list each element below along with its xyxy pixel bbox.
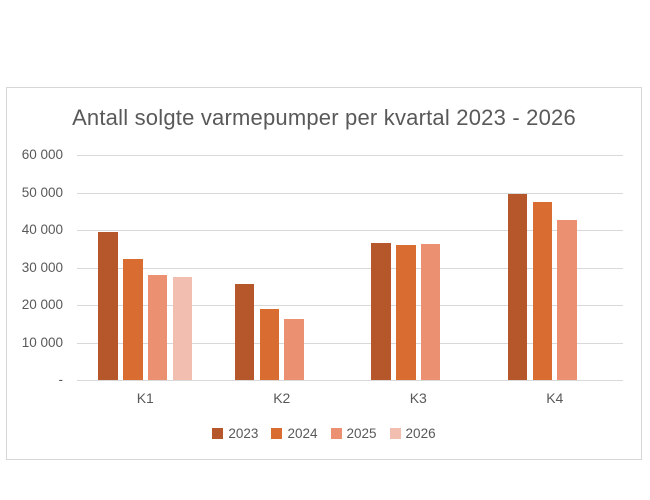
legend-swatch: [389, 428, 401, 439]
y-axis-tick-label: 40 000: [21, 222, 63, 237]
chart-legend: 2023 2024 2025 2026: [7, 426, 641, 441]
legend-label: 2026: [405, 426, 436, 441]
bar-2024-K3[interactable]: [396, 244, 416, 380]
legend-item-2024[interactable]: 2024: [271, 426, 318, 441]
legend-label: 2025: [346, 426, 377, 441]
gridline: [77, 230, 623, 231]
bar-2024-K4[interactable]: [532, 202, 553, 380]
x-axis-label-K2: K2: [273, 390, 291, 406]
bar-2026-K1[interactable]: [172, 277, 193, 380]
bar-2023-K1[interactable]: [98, 231, 118, 380]
bar-2023-K3[interactable]: [371, 242, 391, 380]
x-axis-label-K3: K3: [409, 390, 427, 406]
y-axis-tick-label: 50 000: [21, 184, 63, 200]
bar-2024-K1[interactable]: [123, 258, 143, 380]
bar-2023-K2[interactable]: [234, 283, 255, 380]
bar-2024-K2[interactable]: [259, 308, 280, 380]
legend-label: 2024: [287, 426, 318, 441]
bar-2025-K4[interactable]: [557, 219, 577, 380]
legend-swatch: [271, 428, 283, 439]
y-axis-tick-label: 10 000: [21, 334, 63, 350]
chart-title[interactable]: Antall solgte varmepumper per kvartal 20…: [72, 105, 576, 130]
y-axis-tick-label: 60 000: [21, 147, 63, 162]
legend-item-2025[interactable]: 2025: [330, 426, 377, 441]
gridline: [77, 155, 623, 156]
gridline: [77, 380, 623, 381]
gridline: [77, 192, 623, 194]
gridline: [77, 342, 623, 344]
y-axis-tick-label: 30 000: [21, 259, 63, 275]
bar-2023-K4[interactable]: [507, 194, 528, 380]
legend-swatch: [330, 428, 342, 439]
y-axis-tick-label: 20 000: [21, 297, 63, 312]
gridline: [77, 305, 623, 306]
gridline: [77, 267, 623, 269]
y-axis-tick-label: -: [58, 372, 64, 387]
legend-item-2026[interactable]: 2026: [389, 426, 436, 441]
bar-2025-K3[interactable]: [420, 244, 441, 380]
bar-2025-K2[interactable]: [284, 318, 304, 380]
x-axis-label-K4: K4: [546, 390, 564, 406]
legend-swatch: [212, 428, 224, 439]
legend-item-2023[interactable]: 2023: [212, 426, 258, 441]
x-axis-label-K1: K1: [136, 390, 154, 406]
legend-label: 2023: [228, 426, 259, 441]
chart-frame[interactable]: Antall solgte varmepumper per kvartal 20…: [6, 87, 642, 460]
bar-2025-K1[interactable]: [147, 275, 168, 380]
